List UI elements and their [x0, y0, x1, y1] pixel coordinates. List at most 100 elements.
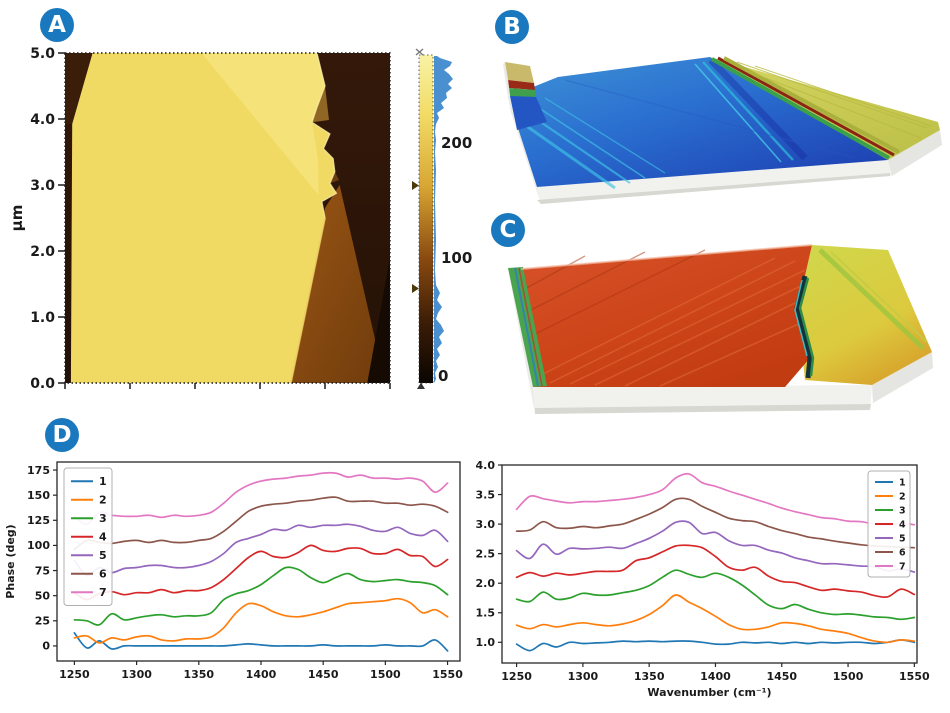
colorbar-label: 200 [441, 134, 472, 152]
x-tick-label: 1550 [432, 668, 463, 681]
series-line-6 [73, 496, 449, 551]
series-line-3 [515, 569, 916, 621]
series-line-4 [515, 544, 916, 599]
y-tick-label: 2.0 [30, 244, 55, 260]
colorbar-label: 0 [438, 367, 448, 385]
series-line-4 [73, 544, 449, 601]
series-line-1 [515, 639, 916, 652]
y-tick-label: 150 [27, 489, 50, 502]
legend-label-7: 7 [899, 561, 906, 572]
x-axis-label: Wavenumber (cm⁻¹) [647, 686, 771, 699]
y-tick-label: 50 [35, 589, 51, 602]
y-tick-label: 100 [27, 539, 50, 552]
series-line-6 [515, 497, 916, 549]
x-tick-label: 1400 [700, 670, 731, 683]
y-tick-label: 3.0 [476, 518, 496, 531]
y-axis-label: Phase (deg) [4, 524, 17, 598]
afm-x-ticks [64, 383, 391, 389]
colorbar-tick-labels: 200 100 0 [438, 134, 472, 385]
x-tick-label: 1500 [833, 670, 864, 683]
plot-frame [56, 461, 461, 662]
y-tick-label: 4.0 [30, 112, 55, 128]
y-tick-label: 1.5 [476, 607, 496, 620]
panel-a-badge: A [40, 8, 74, 42]
afm-y-ticks [58, 52, 65, 384]
x-tick-label: 1350 [634, 670, 665, 683]
y-tick-label: 2.5 [476, 547, 496, 560]
legend-label-2: 2 [899, 491, 906, 502]
y-tick-label: 4.0 [476, 459, 496, 472]
colorbar-markers [412, 48, 425, 389]
amplitude-spectra-chart: 1250 1300 1350 1400 1450 1500 1550 1.0 1.5 2.0 2.5… [476, 459, 930, 699]
plot-area [57, 462, 460, 661]
legend-label-4: 4 [99, 531, 107, 544]
panel-d-badge: D [45, 418, 79, 452]
series-line-7 [515, 472, 916, 527]
plot-frame [501, 464, 918, 664]
legend-label-1: 1 [899, 477, 906, 488]
x-tick-label: 1300 [121, 668, 152, 681]
x-tick-label: 1250 [59, 668, 90, 681]
legend-label-5: 5 [99, 549, 107, 562]
legend-label-1: 1 [99, 475, 107, 488]
colorbar-frame [418, 54, 434, 384]
series-line-5 [73, 523, 449, 577]
legend-label-6: 6 [99, 568, 107, 581]
colorbar [419, 55, 433, 383]
y-tick-label: 25 [35, 615, 50, 628]
y-tick-label: 0.0 [30, 376, 55, 392]
y-tick-label: 1.0 [30, 310, 55, 326]
y-tick-label: 75 [35, 564, 50, 577]
surface-3d-red-image [508, 244, 933, 414]
y-tick-label: 0 [42, 640, 50, 653]
y-tick-label: 1.0 [476, 636, 496, 649]
panel-b-letter: B [503, 14, 521, 40]
afm-y-axis-label: μm [8, 205, 26, 232]
series-line-5 [515, 520, 916, 573]
legend-label-3: 3 [899, 505, 906, 516]
series-line-2 [73, 597, 449, 644]
panel-c-badge: C [491, 213, 525, 247]
y-tick-label: 3.0 [30, 178, 55, 194]
afm-y-tick-labels: 5.0 4.0 3.0 2.0 1.0 0.0 [30, 46, 55, 392]
surface-3d-blue-panel [503, 56, 942, 204]
afm-frame [64, 52, 391, 384]
legend-label-3: 3 [99, 512, 107, 525]
legend-label-7: 7 [99, 586, 107, 599]
colorbar-histogram [434, 56, 453, 383]
flake-upper-terrace [201, 53, 325, 195]
phase-spectra-chart: 1250 1300 1350 1400 1450 1500 1550025507510012… [4, 461, 463, 681]
legend-label-6: 6 [899, 547, 906, 558]
y-tick-label: 175 [27, 464, 50, 477]
panel-a-letter: A [48, 12, 66, 38]
x-tick-label: 1300 [568, 670, 599, 683]
series-line-7 [73, 471, 449, 526]
afm-topography-panel: 5.0 4.0 3.0 2.0 1.0 0.0 μm 200 100 0 [8, 46, 472, 392]
colorbar-label: 100 [441, 249, 472, 267]
panel-d-letter: D [52, 422, 72, 448]
legend-label-2: 2 [99, 494, 107, 507]
x-tick-label: 1400 [246, 668, 277, 681]
y-tick-label: 3.5 [476, 488, 496, 501]
panel-b-badge: B [495, 10, 529, 44]
surface-3d-red-panel [508, 244, 933, 414]
x-tick-label: 1250 [501, 670, 532, 683]
panel-c-letter: C [499, 217, 517, 243]
x-tick-label: 1450 [766, 670, 797, 683]
x-tick-label: 1450 [308, 668, 339, 681]
legend-label-5: 5 [899, 533, 906, 544]
surface-3d-blue-image [503, 56, 942, 204]
series-line-3 [73, 566, 449, 626]
afm-image [65, 53, 390, 383]
series-line-2 [515, 594, 916, 644]
y-tick-label: 2.0 [476, 577, 496, 590]
plot-area [502, 465, 917, 663]
series-line-1 [73, 632, 449, 652]
y-tick-label: 125 [27, 514, 50, 527]
x-tick-label: 1350 [183, 668, 214, 681]
x-tick-label: 1550 [899, 670, 930, 683]
x-tick-label: 1500 [370, 668, 401, 681]
y-tick-label: 5.0 [30, 46, 55, 62]
legend-label-4: 4 [899, 519, 906, 530]
